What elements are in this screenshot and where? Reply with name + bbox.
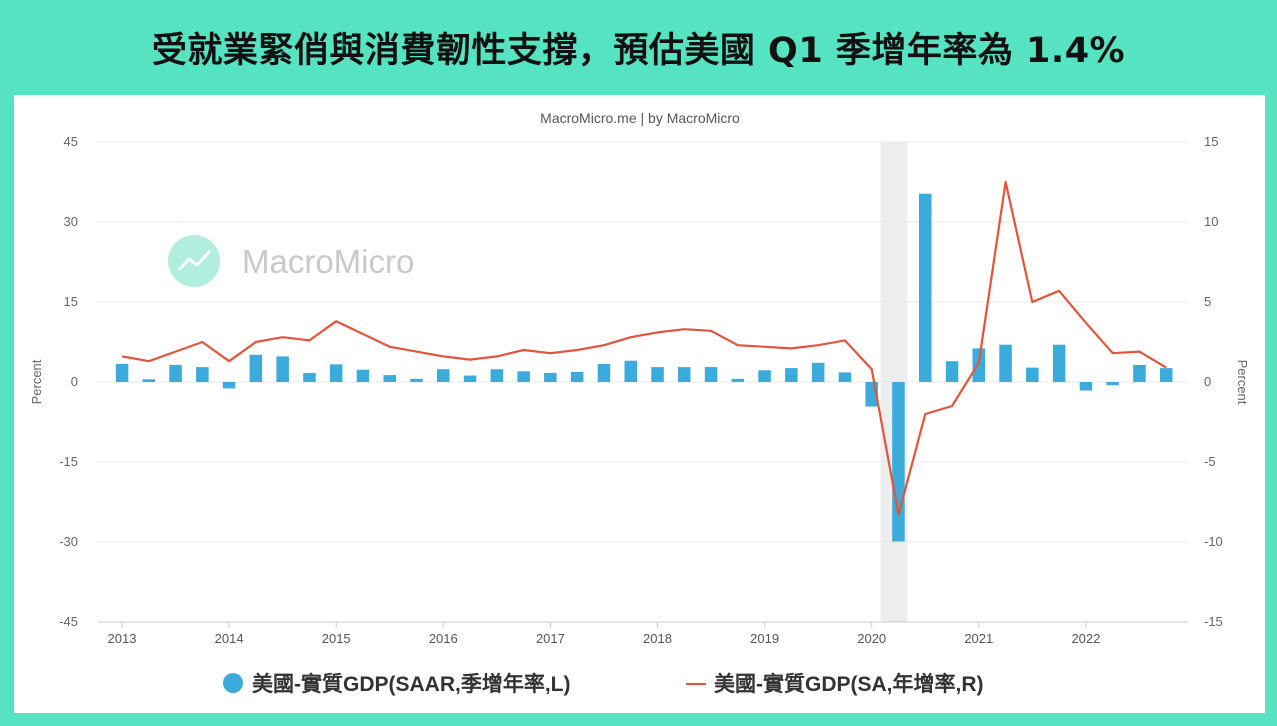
gdp-saar-bar[interactable]: [811, 362, 825, 382]
gdp-saar-bar[interactable]: [517, 371, 530, 382]
watermark: MacroMicro: [168, 235, 414, 287]
gdp-yoy-line[interactable]: [121, 180, 1167, 516]
gdp-saar-bar[interactable]: [115, 363, 129, 382]
gdp-saar-bar[interactable]: [544, 372, 557, 382]
gdp-saar-bar[interactable]: [758, 370, 771, 382]
combo-chart: MacroMicro MacroMicro.me | by MacroMicro…: [29, 110, 1250, 696]
gdp-saar-bar[interactable]: [303, 372, 316, 382]
left-axis-title: Percent: [29, 359, 44, 404]
legend-line-label: 美國-實質GDP(SA,年增率,R): [714, 672, 984, 696]
gdp-saar-bar[interactable]: [356, 369, 370, 382]
gdp-saar-bar[interactable]: [999, 344, 1012, 382]
gdp-saar-bar[interactable]: [597, 363, 611, 382]
left-tick-label: 15: [64, 294, 78, 309]
gdp-saar-bar[interactable]: [1052, 344, 1066, 382]
x-tick-label: 2017: [536, 631, 565, 646]
gdp-saar-bar[interactable]: [651, 367, 664, 382]
gdp-saar-bar[interactable]: [678, 367, 691, 382]
gdp-saar-bar[interactable]: [169, 364, 182, 382]
gdp-saar-bar[interactable]: [410, 378, 423, 382]
left-tick-label: -45: [59, 614, 78, 629]
x-tick-label: 2018: [643, 631, 672, 646]
watermark-text: MacroMicro: [242, 243, 414, 280]
right-tick-label: 5: [1204, 294, 1211, 309]
legend: 美國-實質GDP(SAAR,季增年率,L) 美國-實質GDP(SA,年增率,R): [223, 672, 984, 696]
gdp-saar-bar[interactable]: [972, 348, 986, 382]
right-axis-title: Percent: [1235, 360, 1250, 405]
gdp-saar-bar[interactable]: [437, 369, 450, 382]
gdp-saar-bar[interactable]: [704, 367, 718, 382]
chart-credit: MacroMicro.me | by MacroMicro: [540, 110, 740, 126]
left-tick-label: 45: [64, 134, 78, 149]
gdp-saar-bar[interactable]: [249, 354, 263, 382]
x-tick-label: 2014: [215, 631, 244, 646]
logo-chart-glyph: [178, 250, 211, 271]
gdp-saar-bar[interactable]: [1133, 364, 1146, 382]
legend-item-bar[interactable]: 美國-實質GDP(SAAR,季增年率,L): [223, 672, 571, 696]
x-tick-label: 2022: [1071, 631, 1100, 646]
gdp-saar-bar[interactable]: [892, 382, 905, 542]
x-tick-label: 2016: [429, 631, 458, 646]
gdp-saar-bar[interactable]: [383, 375, 397, 382]
x-tick-label: 2013: [108, 631, 137, 646]
gdp-saar-bar[interactable]: [919, 193, 932, 382]
right-tick-label: -5: [1204, 454, 1216, 469]
gdp-saar-bar[interactable]: [196, 367, 209, 382]
gdp-saar-bar[interactable]: [945, 361, 959, 382]
right-tick-label: -15: [1204, 614, 1223, 629]
legend-item-line[interactable]: 美國-實質GDP(SA,年增率,R): [686, 672, 984, 696]
headline: 受就業緊俏與消費韌性支撐，預估美國 Q1 季增年率為 1.4%: [151, 31, 1126, 71]
x-tick-label: 2015: [322, 631, 351, 646]
gdp-saar-bar[interactable]: [142, 379, 156, 382]
gdp-saar-bar[interactable]: [329, 364, 343, 382]
left-tick-label: -15: [59, 454, 78, 469]
legend-bar-swatch: [223, 673, 243, 693]
right-tick-label: -10: [1204, 534, 1223, 549]
gdp-saar-bar[interactable]: [463, 375, 477, 382]
gdp-saar-bar[interactable]: [490, 369, 504, 382]
gdp-saar-bar[interactable]: [785, 368, 798, 382]
gdp-saar-bar[interactable]: [1026, 367, 1039, 382]
left-tick-label: 30: [64, 214, 78, 229]
left-tick-label: 0: [71, 374, 78, 389]
chart-panel: MacroMicro MacroMicro.me | by MacroMicro…: [14, 95, 1265, 713]
legend-bar-label: 美國-實質GDP(SAAR,季增年率,L): [252, 672, 571, 696]
gdp-saar-bar[interactable]: [624, 360, 638, 382]
right-tick-label: 15: [1204, 134, 1218, 149]
gdp-saar-bar[interactable]: [1106, 382, 1119, 386]
x-tick-label: 2019: [750, 631, 779, 646]
right-tick-label: 0: [1204, 374, 1211, 389]
right-tick-label: 10: [1204, 214, 1218, 229]
gdp-saar-bar[interactable]: [731, 378, 745, 382]
left-tick-label: -30: [59, 534, 78, 549]
gdp-saar-bar[interactable]: [838, 372, 852, 382]
gdp-saar-bar[interactable]: [1079, 382, 1093, 391]
gdp-saar-bar[interactable]: [222, 382, 236, 389]
x-tick-label: 2020: [857, 631, 886, 646]
gdp-saar-bar[interactable]: [1160, 368, 1173, 382]
gdp-saar-bar[interactable]: [276, 356, 289, 382]
gdp-saar-bar[interactable]: [570, 371, 584, 382]
x-tick-label: 2021: [964, 631, 993, 646]
